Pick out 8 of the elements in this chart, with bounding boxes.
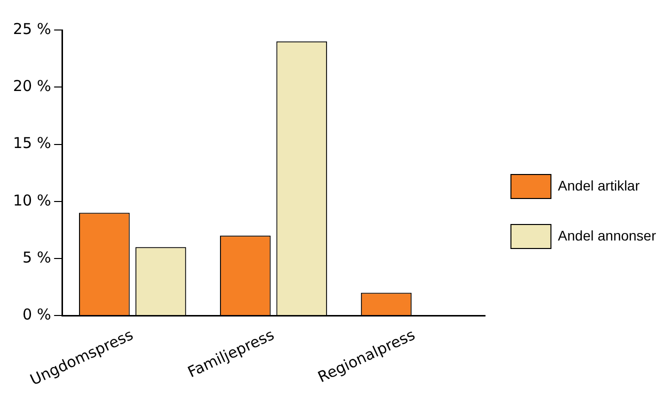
y-tick-label: 25 % — [13, 20, 52, 38]
y-tick-label: 15 % — [13, 134, 52, 152]
y-tick-label: 10 % — [13, 191, 52, 210]
y-tick-label: 5 % — [22, 248, 52, 266]
legend-label: Andel annonser — [558, 227, 656, 244]
y-tick-label: 20 % — [13, 77, 52, 96]
legend-label: Andel artiklar — [558, 177, 640, 194]
y-tick-label: 0 % — [22, 306, 52, 324]
